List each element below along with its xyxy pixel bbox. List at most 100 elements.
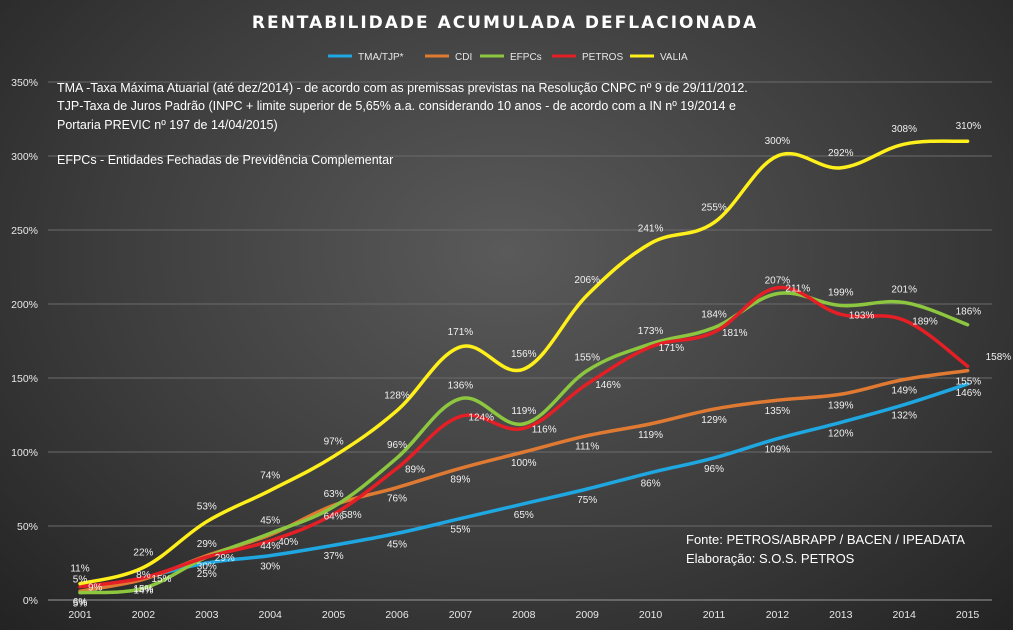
- data-label: 55%: [450, 525, 470, 536]
- data-label: 40%: [278, 537, 298, 548]
- data-label: 135%: [765, 406, 791, 417]
- data-label: 37%: [324, 551, 344, 562]
- data-label: 65%: [514, 510, 534, 521]
- data-label: 44%: [260, 541, 280, 552]
- data-label: 22%: [133, 547, 153, 558]
- legend-label: VALIA: [660, 52, 688, 63]
- data-label: 308%: [891, 124, 917, 135]
- data-label: 25%: [197, 569, 217, 580]
- data-label: 15%: [133, 584, 153, 595]
- data-label: 120%: [828, 428, 854, 439]
- source-line: Fonte: PETROS/ABRAPP / BACEN / IPEADATA: [686, 532, 965, 547]
- data-label: 186%: [956, 307, 982, 318]
- data-label: 241%: [638, 223, 664, 234]
- x-tick-label: 2007: [449, 609, 473, 621]
- x-tick-label: 2008: [512, 609, 536, 621]
- legend-item: EFPCs: [480, 52, 542, 63]
- data-label: 129%: [701, 415, 727, 426]
- note-line: TMA -Taxa Máxima Atuarial (até dez/2014)…: [57, 81, 748, 95]
- data-label: 300%: [765, 136, 791, 147]
- x-tick-label: 2003: [195, 609, 219, 621]
- data-label: 64%: [324, 511, 344, 522]
- data-label: 8%: [136, 570, 151, 581]
- data-label: 128%: [384, 391, 410, 402]
- data-label: 53%: [197, 502, 217, 513]
- data-label: 171%: [659, 343, 685, 354]
- y-tick-label: 0%: [23, 595, 38, 607]
- x-tick-label: 2015: [956, 609, 980, 621]
- series-line-valia: [78, 139, 970, 586]
- y-tick-label: 100%: [11, 447, 38, 459]
- legend-label: CDI: [455, 52, 472, 63]
- data-label: 155%: [956, 377, 982, 388]
- data-label: 76%: [387, 494, 407, 505]
- y-tick-label: 350%: [11, 77, 38, 89]
- legend-item: VALIA: [630, 52, 688, 63]
- data-label: 201%: [891, 285, 917, 296]
- x-tick-label: 2006: [385, 609, 409, 621]
- x-tick-label: 2011: [703, 609, 726, 621]
- data-label: 58%: [342, 510, 362, 521]
- legend-item: CDI: [425, 52, 472, 63]
- y-tick-label: 50%: [17, 521, 38, 533]
- data-label: 116%: [532, 424, 557, 435]
- legend: TMA/TJP* CDI EFPCs PETROS VALIA: [328, 52, 688, 63]
- data-label: 30%: [197, 562, 217, 573]
- notes-block: TMA -Taxa Máxima Atuarial (até dez/2014)…: [57, 81, 748, 167]
- series-line-tma-tjp: [78, 382, 970, 595]
- source-block: Fonte: PETROS/ABRAPP / BACEN / IPEADATA E…: [686, 532, 965, 566]
- data-label: 146%: [595, 380, 621, 391]
- data-label: 189%: [912, 316, 938, 327]
- data-label: 119%: [511, 406, 536, 417]
- data-label: 146%: [956, 388, 982, 399]
- note-line: Portaria PREVIC nº 197 de 14/04/2015): [57, 118, 278, 132]
- data-label: 6%: [73, 597, 88, 608]
- data-label: 63%: [324, 489, 344, 500]
- chart-title: RENTABILIDADE ACUMULADA DEFLACIONADA: [252, 13, 758, 33]
- legend-item: PETROS: [552, 52, 623, 63]
- x-tick-label: 2001: [68, 609, 92, 621]
- legend-label: PETROS: [582, 52, 623, 63]
- data-label: 136%: [448, 381, 474, 392]
- x-tick-label: 2013: [829, 609, 853, 621]
- y-tick-label: 200%: [11, 299, 38, 311]
- data-label: 173%: [638, 326, 664, 337]
- y-tick-label: 150%: [11, 373, 38, 385]
- y-tick-label: 300%: [11, 151, 38, 163]
- series-line-petros: [78, 285, 970, 589]
- data-label: 15%: [151, 574, 171, 585]
- data-label: 5%: [73, 575, 88, 586]
- data-label: 45%: [387, 539, 407, 550]
- x-tick-label: 2010: [639, 609, 663, 621]
- data-label: 124%: [468, 412, 494, 423]
- data-label: 206%: [574, 275, 600, 286]
- data-label: 30%: [260, 562, 280, 573]
- legend-label: EFPCs: [510, 52, 542, 63]
- data-label: 14%: [133, 585, 153, 596]
- data-labels: 5%15%25%30%37%45%55%65%75%86%96%109%120%…: [70, 121, 1011, 609]
- data-label: 5%: [73, 599, 88, 610]
- data-label: 89%: [450, 474, 470, 485]
- data-label: 255%: [701, 203, 727, 214]
- data-label: 171%: [448, 327, 474, 338]
- series-lines: [78, 139, 970, 595]
- data-label: 86%: [641, 479, 661, 490]
- legend-item: TMA/TJP*: [328, 52, 404, 63]
- data-label: 149%: [891, 385, 917, 396]
- data-label: 199%: [828, 287, 854, 298]
- data-label: 45%: [260, 515, 280, 526]
- legend-label: TMA/TJP*: [358, 52, 404, 63]
- data-label: 193%: [849, 310, 875, 321]
- data-label: 184%: [701, 310, 727, 321]
- data-label: 29%: [215, 553, 235, 564]
- data-label: 156%: [511, 349, 537, 360]
- data-label: 158%: [986, 352, 1012, 363]
- data-label: 100%: [511, 458, 537, 469]
- data-label: 292%: [828, 148, 854, 159]
- data-label: 109%: [765, 445, 791, 456]
- data-label: 111%: [575, 442, 599, 453]
- source-line: Elaboração: S.O.S. PETROS: [686, 551, 855, 566]
- note-line: EFPCs - Entidades Fechadas de Previdênci…: [57, 153, 393, 167]
- data-label: 310%: [956, 121, 982, 132]
